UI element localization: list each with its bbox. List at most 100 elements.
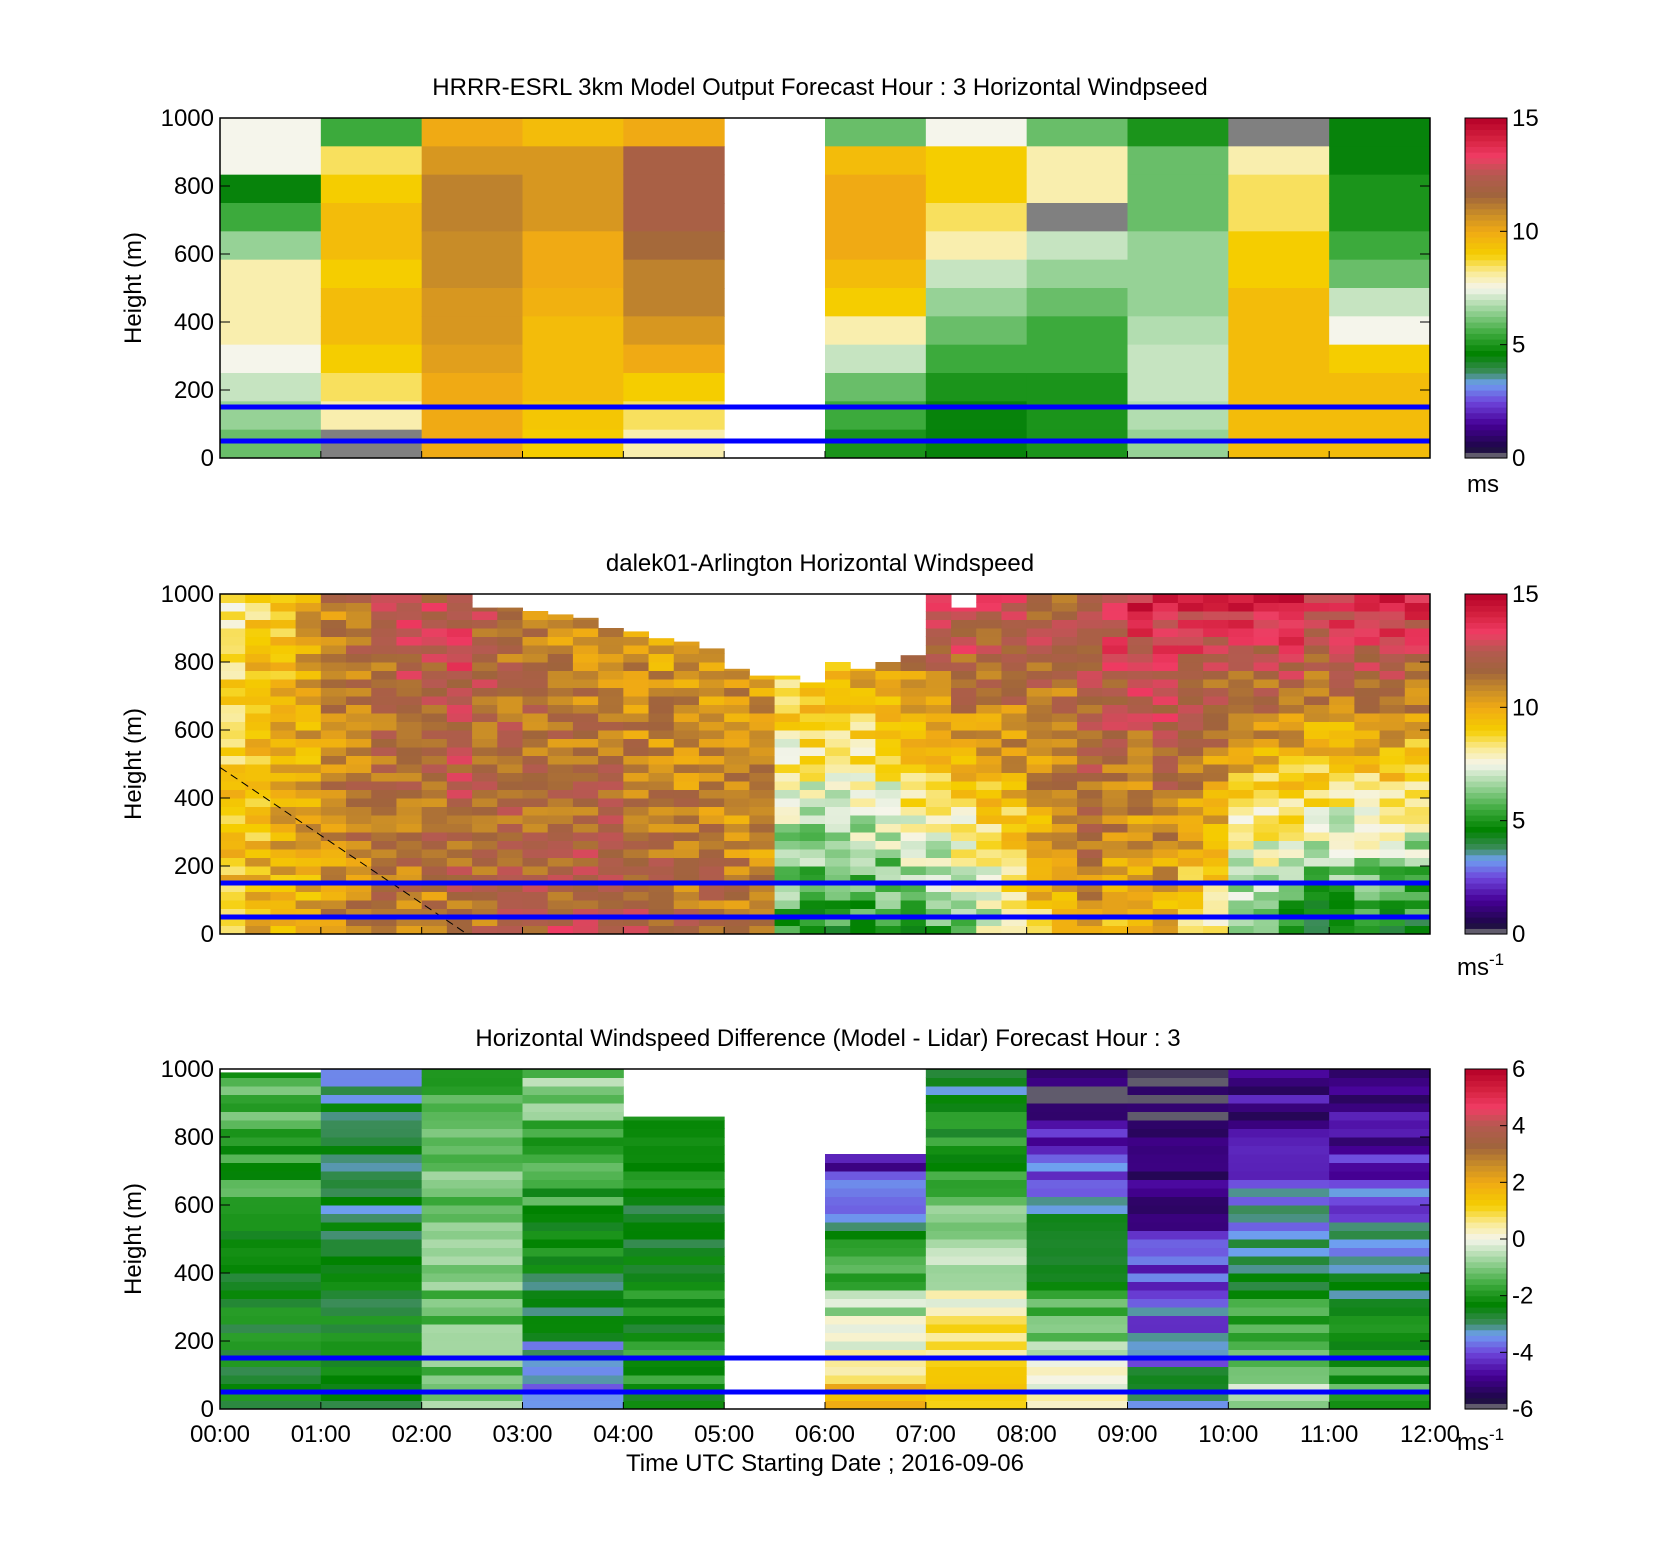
heatmap-cell <box>1329 1383 1431 1393</box>
heatmap-cell <box>1379 755 1406 765</box>
colorbar-swatch <box>1465 713 1507 720</box>
heatmap-cell <box>623 1273 725 1282</box>
heatmap-cell <box>522 815 549 824</box>
heatmap-cell <box>1127 1094 1229 1104</box>
heatmap-cell <box>1102 594 1128 603</box>
heatmap-cell <box>724 730 750 739</box>
heatmap-cell <box>698 900 725 909</box>
heatmap-cell <box>497 798 523 807</box>
heatmap-cell <box>346 874 372 884</box>
heatmap-cell <box>673 857 700 867</box>
heatmap-cell <box>1228 1383 1330 1393</box>
heatmap-cell <box>522 781 549 790</box>
heatmap-cell <box>1026 316 1128 346</box>
heatmap-cell <box>1051 747 1078 756</box>
heatmap-cell <box>421 679 448 688</box>
heatmap-cell <box>825 1162 927 1172</box>
heatmap-cell <box>1051 840 1078 850</box>
heatmap-cell <box>1152 815 1179 824</box>
heatmap-cell <box>522 1111 624 1121</box>
heatmap-cell <box>1127 849 1154 858</box>
heatmap-cell <box>1329 925 1355 935</box>
heatmap-cell <box>446 738 473 748</box>
heatmap-cell <box>1253 713 1280 722</box>
heatmap-cell <box>421 1400 523 1410</box>
heatmap-cell <box>220 1086 322 1095</box>
heatmap-cell <box>547 755 574 765</box>
heatmap-cell <box>1001 815 1028 824</box>
heatmap-cell <box>1001 883 1028 892</box>
heatmap-cell <box>698 721 725 731</box>
heatmap-cell <box>825 118 927 147</box>
heatmap-cell <box>1253 891 1280 901</box>
heatmap-cell <box>1051 738 1078 748</box>
heatmap-cell <box>799 832 826 841</box>
heatmap-cell <box>1354 594 1381 603</box>
colorbar-swatch <box>1465 1386 1507 1393</box>
heatmap-cell <box>346 857 372 867</box>
heatmap-cell <box>1303 823 1330 833</box>
heatmap-cell <box>925 781 952 790</box>
heatmap-cell <box>547 662 574 671</box>
heatmap-cell <box>698 653 725 663</box>
heatmap-cell <box>220 653 246 663</box>
heatmap-cell <box>220 704 246 714</box>
heatmap-cell <box>1278 789 1305 799</box>
colorbar-swatch <box>1465 1074 1507 1081</box>
heatmap-cell <box>1127 1392 1229 1401</box>
heatmap-cell <box>1177 636 1204 646</box>
colorbar-swatch <box>1465 180 1507 187</box>
heatmap-cell <box>1203 874 1229 884</box>
heatmap-cell <box>774 798 801 807</box>
heatmap-cell <box>421 721 448 731</box>
heatmap-cell <box>1228 704 1255 714</box>
heatmap-cell <box>1354 662 1381 671</box>
heatmap-cell <box>825 1205 927 1214</box>
x-tick-label: 09:00 <box>1097 1421 1157 1448</box>
heatmap-cell <box>1329 1239 1431 1248</box>
colorbar-swatch <box>1465 174 1507 181</box>
heatmap-cell <box>1177 628 1204 637</box>
heatmap-cell <box>976 908 1002 918</box>
heatmap-cell <box>421 908 448 918</box>
heatmap-cell <box>547 619 574 629</box>
heatmap-cell <box>976 823 1002 833</box>
heatmap-cell <box>1228 1069 1330 1078</box>
heatmap-cell <box>623 1239 725 1248</box>
heatmap-cell <box>749 781 776 790</box>
heatmap-cell <box>1303 687 1330 697</box>
colorbar-swatch <box>1465 1216 1507 1223</box>
heatmap-cell <box>1329 628 1355 637</box>
heatmap-cell <box>925 1069 1028 1078</box>
heatmap-cell <box>346 781 372 790</box>
heatmap-cell <box>220 1205 322 1214</box>
colorbar-swatch <box>1465 616 1507 623</box>
heatmap-cell <box>623 857 650 867</box>
heatmap-cell <box>1026 1077 1128 1087</box>
colorbar-swatch <box>1465 129 1507 136</box>
heatmap-cell <box>245 645 271 654</box>
heatmap-cell <box>1127 1162 1229 1172</box>
heatmap-cell <box>976 653 1002 663</box>
heatmap-cell <box>925 747 952 756</box>
heatmap-cell <box>1026 146 1128 176</box>
heatmap-cell <box>774 832 801 841</box>
heatmap-cell <box>371 772 397 782</box>
heatmap-cell <box>1127 696 1154 705</box>
heatmap-cell <box>320 1069 423 1078</box>
heatmap-cell <box>799 721 826 731</box>
heatmap-cell <box>1026 1392 1128 1401</box>
heatmap-cell <box>421 730 448 739</box>
heatmap-cell <box>1077 857 1103 867</box>
heatmap-cell <box>976 781 1002 790</box>
heatmap-cell <box>1228 1230 1330 1240</box>
heatmap-cell <box>951 730 977 739</box>
heatmap-cell <box>1077 917 1103 926</box>
heatmap-cell <box>572 798 599 807</box>
heatmap-cell <box>421 316 523 346</box>
heatmap-cell <box>547 628 574 637</box>
heatmap-cell <box>1379 662 1406 671</box>
heatmap-cell <box>925 1205 1028 1214</box>
heatmap-cell <box>925 1400 1028 1410</box>
heatmap-cell <box>472 696 498 705</box>
